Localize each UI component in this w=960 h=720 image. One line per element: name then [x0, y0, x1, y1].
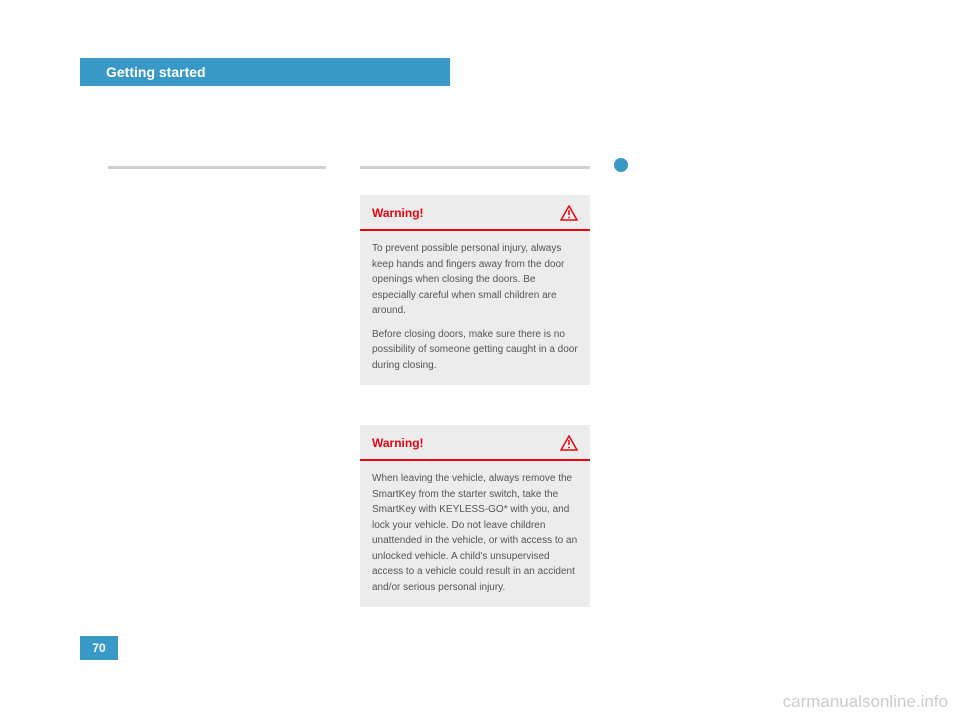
column-divider-left	[108, 166, 326, 169]
page-number-tab: 70	[80, 636, 118, 660]
section-marker-dot	[614, 158, 628, 172]
warning-header: Warning!	[360, 425, 590, 461]
warning-paragraph: When leaving the vehicle, always remove …	[372, 471, 578, 595]
column-divider-middle	[360, 166, 590, 169]
warning-paragraph: Before closing doors, make sure there is…	[372, 327, 578, 374]
warning-triangle-icon	[560, 435, 578, 451]
warning-box-2: Warning! When leaving the vehicle, alway…	[360, 425, 590, 607]
warning-triangle-icon	[560, 205, 578, 221]
section-header-bar: Getting started	[80, 58, 450, 86]
watermark-text: carmanualsonline.info	[783, 692, 948, 712]
warning-title: Warning!	[372, 206, 424, 220]
section-title: Getting started	[106, 64, 206, 80]
warning-paragraph: To prevent possible personal injury, alw…	[372, 241, 578, 319]
warning-box-1: Warning! To prevent possible personal in…	[360, 195, 590, 385]
warning-body: To prevent possible personal injury, alw…	[360, 231, 590, 385]
manual-page: Getting started Warning! To prevent poss…	[0, 0, 960, 720]
page-number: 70	[92, 641, 105, 655]
warning-header: Warning!	[360, 195, 590, 231]
warning-title: Warning!	[372, 436, 424, 450]
warning-body: When leaving the vehicle, always remove …	[360, 461, 590, 607]
